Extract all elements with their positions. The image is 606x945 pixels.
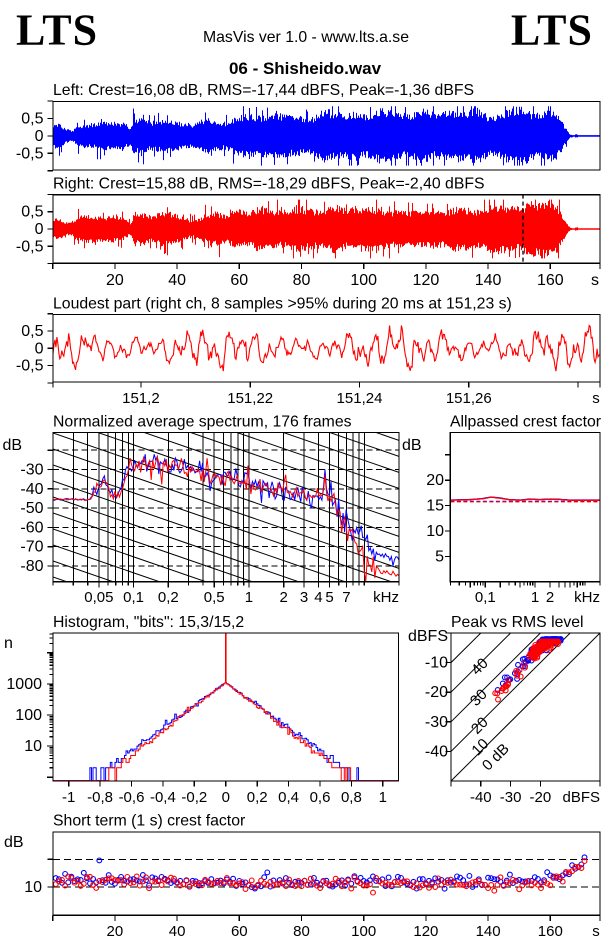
svg-text:06 - Shisheido.wav: 06 - Shisheido.wav — [229, 59, 382, 78]
svg-text:LTS: LTS — [511, 6, 593, 55]
svg-text:5: 5 — [435, 548, 444, 565]
svg-text:1: 1 — [379, 789, 387, 806]
svg-text:0,5: 0,5 — [21, 111, 43, 128]
svg-text:-0,6: -0,6 — [119, 789, 145, 806]
svg-text:-10: -10 — [425, 655, 448, 672]
svg-text:kHz: kHz — [574, 589, 600, 606]
svg-text:100: 100 — [350, 272, 377, 289]
svg-text:151,22: 151,22 — [227, 390, 273, 407]
svg-text:60: 60 — [231, 923, 248, 940]
svg-text:MasVis ver 1.0 - www.lts.a.se: MasVis ver 1.0 - www.lts.a.se — [203, 29, 409, 46]
svg-text:0,5: 0,5 — [21, 323, 43, 340]
svg-text:0: 0 — [35, 221, 44, 238]
svg-text:0,5: 0,5 — [21, 204, 43, 221]
svg-text:100: 100 — [15, 707, 42, 724]
svg-text:kHz: kHz — [373, 589, 399, 606]
svg-text:80: 80 — [293, 923, 310, 940]
svg-text:n: n — [4, 635, 13, 652]
svg-text:Short term (1 s) crest factor: Short term (1 s) crest factor — [53, 813, 245, 830]
svg-text:0,2: 0,2 — [158, 589, 179, 606]
svg-text:LTS: LTS — [16, 6, 98, 55]
svg-text:Loudest part (right ch, 8 samp: Loudest part (right ch, 8 samples >95% d… — [53, 296, 512, 313]
svg-text:Peak vs RMS level: Peak vs RMS level — [451, 614, 584, 631]
svg-text:2: 2 — [546, 589, 554, 606]
svg-text:s: s — [592, 390, 600, 407]
svg-text:Normalized average spectrum, 1: Normalized average spectrum, 176 frames — [53, 414, 352, 431]
svg-text:7: 7 — [342, 589, 350, 606]
svg-text:5: 5 — [325, 589, 333, 606]
svg-text:-0,8: -0,8 — [87, 789, 113, 806]
svg-text:120: 120 — [413, 272, 440, 289]
svg-text:dBFS: dBFS — [562, 789, 600, 806]
svg-text:s: s — [592, 923, 600, 940]
svg-text:160: 160 — [538, 923, 563, 940]
svg-text:80: 80 — [293, 272, 311, 289]
svg-text:151,24: 151,24 — [337, 390, 383, 407]
svg-text:160: 160 — [537, 272, 564, 289]
svg-text:-50: -50 — [20, 500, 43, 517]
svg-text:-20: -20 — [530, 789, 552, 806]
svg-text:-60: -60 — [20, 519, 43, 536]
svg-text:10: 10 — [24, 738, 42, 755]
svg-text:0,6: 0,6 — [310, 789, 331, 806]
svg-text:-30: -30 — [425, 714, 448, 731]
svg-text:Right: Crest=15,88 dB, RMS=-18: Right: Crest=15,88 dB, RMS=-18,29 dBFS, … — [53, 176, 485, 193]
svg-text:0,1: 0,1 — [475, 589, 496, 606]
svg-text:40: 40 — [168, 272, 186, 289]
svg-text:Allpassed crest factor: Allpassed crest factor — [450, 414, 601, 431]
svg-text:100: 100 — [351, 923, 376, 940]
svg-text:3: 3 — [300, 589, 308, 606]
svg-text:dBFS: dBFS — [408, 628, 448, 645]
svg-text:40: 40 — [169, 923, 186, 940]
svg-text:1000: 1000 — [6, 676, 42, 693]
svg-text:-0,5: -0,5 — [16, 238, 44, 255]
svg-text:-0,4: -0,4 — [150, 789, 176, 806]
svg-text:-0,5: -0,5 — [16, 145, 44, 162]
svg-text:120: 120 — [413, 923, 438, 940]
svg-text:0: 0 — [35, 128, 44, 145]
svg-text:151,2: 151,2 — [122, 390, 160, 407]
svg-text:dB: dB — [3, 437, 23, 454]
svg-text:Left: Crest=16,08 dB, RMS=-17,: Left: Crest=16,08 dB, RMS=-17,44 dBFS, P… — [53, 82, 474, 99]
svg-text:dB: dB — [4, 834, 24, 851]
svg-text:-20: -20 — [425, 684, 448, 701]
svg-text:0,4: 0,4 — [278, 789, 299, 806]
svg-text:20: 20 — [107, 923, 124, 940]
svg-text:20: 20 — [426, 472, 444, 489]
svg-text:-70: -70 — [20, 539, 43, 556]
svg-text:0: 0 — [222, 789, 230, 806]
svg-text:-80: -80 — [20, 558, 43, 575]
svg-text:-30: -30 — [20, 462, 43, 479]
svg-text:Histogram, "bits": 15,3/15,2: Histogram, "bits": 15,3/15,2 — [53, 614, 244, 631]
svg-text:60: 60 — [230, 272, 248, 289]
svg-text:20: 20 — [106, 272, 124, 289]
svg-text:2: 2 — [280, 589, 288, 606]
svg-text:15: 15 — [426, 498, 444, 515]
svg-text:-40: -40 — [20, 481, 43, 498]
svg-text:140: 140 — [476, 923, 501, 940]
svg-text:-40: -40 — [470, 789, 492, 806]
svg-text:-0,5: -0,5 — [16, 358, 44, 375]
svg-text:0,2: 0,2 — [247, 789, 268, 806]
svg-text:-1: -1 — [62, 789, 75, 806]
svg-text:dB: dB — [402, 437, 422, 454]
svg-text:151,26: 151,26 — [446, 390, 492, 407]
svg-text:140: 140 — [475, 272, 502, 289]
svg-text:4: 4 — [314, 589, 322, 606]
svg-text:0,1: 0,1 — [123, 589, 144, 606]
svg-text:-0,2: -0,2 — [181, 789, 207, 806]
svg-text:0,05: 0,05 — [84, 589, 113, 606]
svg-text:0: 0 — [35, 340, 44, 357]
svg-text:0,8: 0,8 — [341, 789, 362, 806]
svg-text:-30: -30 — [500, 789, 522, 806]
svg-text:10: 10 — [24, 879, 42, 896]
svg-text:1: 1 — [245, 589, 253, 606]
svg-text:1: 1 — [531, 589, 539, 606]
svg-text:-40: -40 — [425, 743, 448, 760]
svg-text:0,5: 0,5 — [204, 589, 225, 606]
svg-text:s: s — [591, 272, 599, 289]
svg-text:10: 10 — [426, 523, 444, 540]
